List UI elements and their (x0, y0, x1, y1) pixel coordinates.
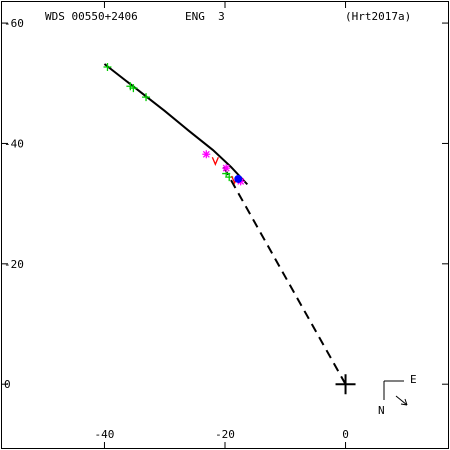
compass (383, 380, 408, 406)
x-tick-label: 0 (342, 428, 349, 441)
observation (202, 150, 211, 159)
reference: (Hrt2017a) (345, 10, 411, 23)
motion-arrow (395, 395, 408, 406)
observation (222, 164, 231, 173)
observation (234, 174, 243, 183)
x-tick-label: -40 (95, 428, 115, 441)
y-tick-label: 0 (4, 378, 11, 391)
observation (129, 84, 138, 93)
x-tick-label: -20 (215, 428, 235, 441)
wds-id: WDS 00550+2406 (45, 10, 138, 23)
y-tick-label: -60 (4, 17, 24, 30)
grade: ENG 3 (185, 10, 225, 23)
primary-star (335, 374, 356, 395)
observation (103, 63, 112, 72)
observation (142, 93, 151, 102)
motion-arrow-head (400, 403, 408, 406)
compass-east-label: E (410, 373, 417, 386)
position-line (221, 164, 347, 385)
motion-arrow-head (404, 398, 408, 406)
y-tick-label: -40 (4, 137, 24, 150)
observation (211, 157, 219, 166)
y-tick-label: -20 (4, 258, 24, 271)
compass-north-label: N (378, 404, 385, 417)
